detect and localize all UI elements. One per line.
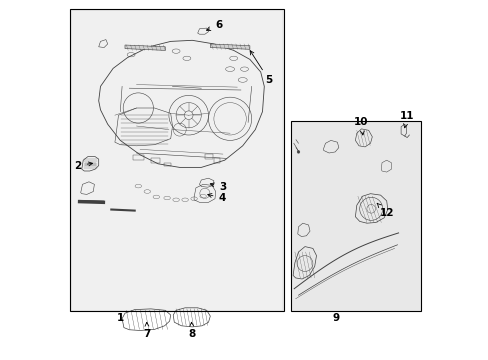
Bar [204, 154, 212, 159]
Text: 2: 2 [74, 161, 92, 171]
Text: 11: 11 [399, 111, 414, 128]
Text: 7: 7 [143, 322, 151, 339]
Text: 5: 5 [249, 51, 272, 85]
Polygon shape [210, 44, 249, 49]
Polygon shape [125, 45, 165, 50]
Bar [133, 155, 143, 160]
Text: 10: 10 [353, 117, 368, 135]
Text: 6: 6 [206, 20, 222, 31]
Text: 3: 3 [210, 182, 226, 192]
Bar [291, 121, 420, 311]
Bar [70, 9, 284, 311]
Bar [151, 158, 160, 163]
Text: 9: 9 [332, 312, 339, 323]
Bar [72, 11, 282, 310]
Circle shape [296, 150, 299, 153]
Text: 12: 12 [376, 203, 393, 218]
Bar [291, 121, 420, 311]
Text: 4: 4 [207, 193, 225, 203]
Bar [70, 9, 284, 311]
Bar [213, 158, 220, 163]
Bar [163, 163, 170, 166]
Text: 1: 1 [117, 312, 123, 323]
Text: 8: 8 [188, 322, 196, 339]
